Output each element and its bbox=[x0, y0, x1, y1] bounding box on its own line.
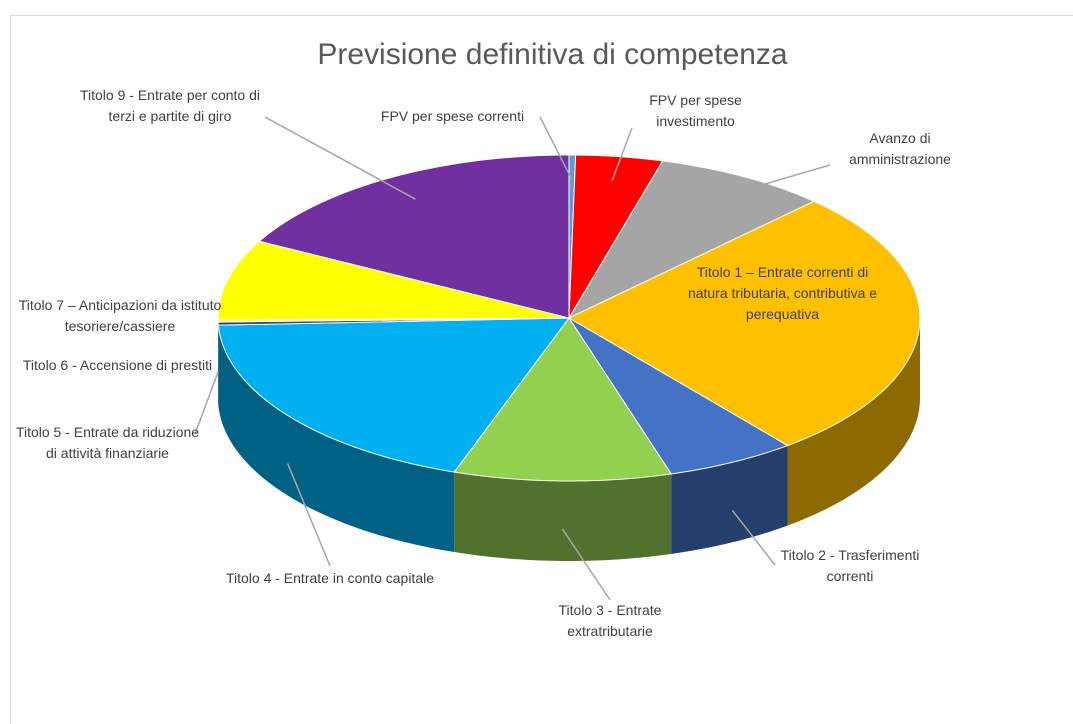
slice-label: Titolo 9 - Entrate per conto di terzi e … bbox=[79, 87, 261, 124]
pie-slice bbox=[567, 200, 921, 447]
pie-slice bbox=[568, 317, 789, 475]
pie-slice bbox=[217, 240, 570, 321]
leader-line bbox=[611, 127, 633, 182]
pie-slice-side bbox=[454, 472, 672, 561]
slice-label: FPV per spese correnti bbox=[380, 108, 525, 124]
pie-slice-side bbox=[218, 325, 455, 553]
slice-label: Titolo 5 - Entrate da riduzione di attiv… bbox=[15, 424, 200, 461]
pie-slice-side bbox=[671, 445, 788, 554]
pie-slice bbox=[567, 160, 816, 320]
slice-label: Titolo 4 - Entrate in conto capitale bbox=[225, 570, 435, 586]
slice-label: FPV per spese investimento bbox=[649, 92, 742, 129]
leader-line bbox=[731, 509, 776, 566]
leader-line bbox=[264, 116, 416, 200]
slice-label: Titolo 6 - Accensione di prestiti bbox=[22, 357, 213, 373]
pie-slice bbox=[217, 317, 571, 473]
slice-label: Titolo 7 – Anticipazioni da istituto tes… bbox=[18, 297, 222, 334]
slice-label: Titolo 3 - Entrate extratributarie bbox=[558, 602, 662, 639]
leader-line bbox=[717, 164, 831, 199]
leader-line bbox=[194, 371, 219, 435]
leader-line bbox=[561, 528, 611, 601]
slice-label: Titolo 1 – Entrate correnti di natura tr… bbox=[687, 264, 878, 322]
chart-title: Previsione definitiva di competenza bbox=[317, 38, 788, 71]
slice-label: Titolo 2 - Trasferimenti correnti bbox=[780, 547, 920, 584]
chart-border bbox=[10, 15, 1073, 724]
pie-slice-side bbox=[787, 318, 920, 526]
leader-line bbox=[286, 463, 331, 567]
pie-slice bbox=[453, 317, 673, 482]
leader-line bbox=[539, 116, 573, 180]
pie-slice bbox=[258, 154, 570, 319]
pie-slice bbox=[568, 154, 664, 319]
slice-label: Avanzo di amministrazione bbox=[849, 130, 951, 167]
